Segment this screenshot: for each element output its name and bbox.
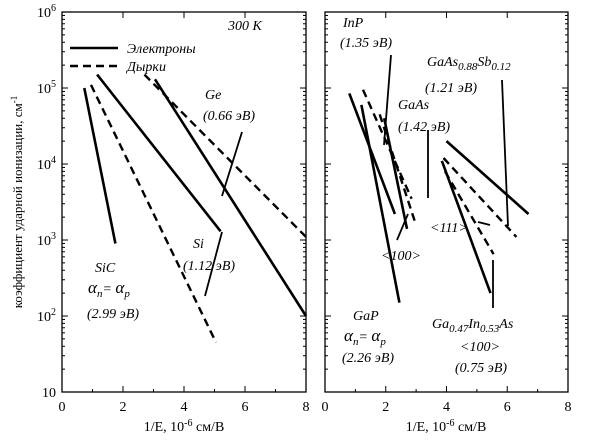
ge-leader-line — [221, 131, 243, 197]
x-axis-label-right: 1/E, 10-6 см/В — [406, 418, 487, 435]
curve-sic-electrons — [83, 87, 117, 244]
inp-label: InP — [342, 16, 364, 31]
sic-label: SiC — [95, 261, 116, 276]
gainas-dir-label: <100> — [460, 340, 500, 355]
x-tick-label: 6 — [504, 400, 511, 415]
gaassb-label: GaAs0.88Sb0.12 — [427, 55, 511, 73]
gap-alpha-equality: αn= αp — [344, 326, 386, 348]
curve-ga0-47in0-53as-electrons — [440, 160, 492, 294]
left-plot-frame — [61, 11, 307, 393]
gaas-gap-label: (1.42 эВ) — [398, 120, 450, 135]
ge-label: Ge — [205, 88, 221, 103]
y-tick-label: 104 — [37, 155, 56, 173]
ge-gap-label: (0.66 эВ) — [203, 109, 255, 124]
gaassb-gap-label: (1.21 эВ) — [425, 81, 477, 96]
x-tick-label: 8 — [565, 400, 572, 415]
y-tick-label: 103 — [37, 231, 56, 249]
dir100-label: <100> — [381, 249, 421, 264]
curve-ga0-47in0-53as-holes — [443, 170, 495, 255]
axis-ticks: 0 2 4 6 8 10 102 103 104 105 106 0 2 4 6 8 — [37, 3, 572, 415]
y-axis-label: коэффициент ударной ионизации, см-1 — [9, 96, 25, 309]
y-tick-label: 10 — [42, 386, 56, 401]
si-label: Si — [193, 237, 204, 252]
sic-alpha-equality: αn= αp — [88, 278, 130, 300]
x-tick-label: 6 — [242, 400, 249, 415]
x-tick-label: 2 — [120, 400, 127, 415]
curve-ge-electrons — [153, 78, 308, 317]
gainas-label: Ga0.47In0.53As — [432, 317, 514, 335]
curve-si-electrons — [96, 73, 222, 233]
dir111-leader-line — [477, 221, 491, 226]
gainas-gap-label: (0.75 эВ) — [455, 361, 507, 376]
dir111-label: <111> — [430, 221, 468, 236]
y-tick-label: 102 — [37, 307, 56, 325]
y-tick-label: 106 — [37, 3, 56, 21]
x-tick-label: 4 — [181, 400, 188, 415]
inp-gap-label: (1.35 эВ) — [340, 36, 392, 51]
gaassb-leader-line — [501, 79, 509, 227]
curve-gaas-electrons — [382, 117, 409, 230]
gaas-label: GaAs — [398, 98, 430, 113]
x-axis-label-left: 1/E, 10-6 см/В — [144, 418, 225, 435]
si-gap-label: (1.12 эВ) — [183, 259, 235, 274]
sic-gap-label: (2.99 эВ) — [87, 307, 139, 322]
data-curves — [83, 73, 530, 343]
legend-holes-label: Дырки — [125, 60, 166, 75]
legend-electrons-label: Электроны — [127, 42, 196, 57]
x-tick-label: 0 — [322, 400, 329, 415]
x-tick-label: 4 — [443, 400, 450, 415]
curve-gap-electrons — [360, 104, 401, 303]
x-tick-label: 8 — [303, 400, 310, 415]
curve-gaas0-88sb0-12-holes — [442, 157, 518, 238]
curve-sic-holes — [89, 84, 218, 343]
gap-gap-label: (2.26 эВ) — [342, 351, 394, 366]
si-leader-line — [204, 231, 223, 297]
x-tick-label: 2 — [382, 400, 389, 415]
x-tick-label: 0 — [59, 400, 66, 415]
curve-inp-holes — [361, 89, 413, 200]
inp-leader-line — [383, 54, 392, 146]
gap-label: GaP — [353, 309, 379, 324]
dir100-leader-line — [396, 213, 409, 241]
curve-gaas0-88sb0-12-electrons — [445, 140, 530, 215]
temperature-label: 300 K — [227, 19, 263, 34]
y-tick-label: 105 — [37, 79, 56, 97]
